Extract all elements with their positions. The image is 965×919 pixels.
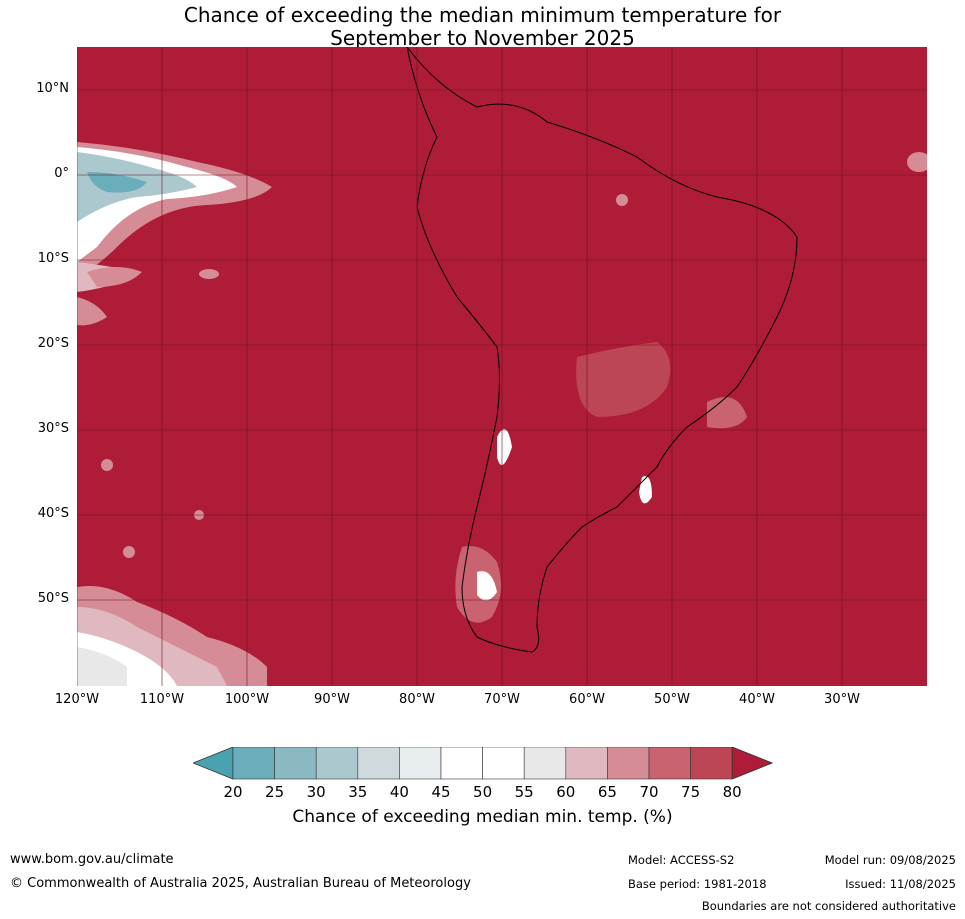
longitude-label: 100°W (224, 692, 270, 707)
footer-disclaimer: Boundaries are not considered authoritat… (701, 899, 956, 913)
south-america-outline (406, 47, 798, 653)
colorbar-segment (523, 747, 567, 780)
colorbar-tick-label: 75 (681, 783, 701, 801)
colorbar-segment (482, 747, 525, 780)
graticule (77, 47, 927, 686)
colorbar-segment (440, 747, 483, 780)
scattered-patches (101, 152, 927, 558)
latitude-label: 40°S (37, 506, 69, 521)
colorbar-segment (232, 747, 275, 780)
map-svg (77, 47, 927, 686)
colorbar-segment (399, 747, 442, 780)
colorbar-segment (315, 747, 359, 780)
map-title: Chance of exceeding the median minimum t… (0, 4, 965, 50)
colorbar-segment (274, 747, 317, 780)
colorbar-label: Chance of exceeding median min. temp. (%… (292, 807, 673, 827)
colorbar-tick-label: 80 (722, 783, 742, 801)
colorbar-tick-label: 70 (639, 783, 659, 801)
longitude-label: 110°W (139, 692, 185, 707)
colorbar-tick-label: 25 (265, 783, 285, 801)
longitude-label: 70°W (484, 692, 520, 707)
colorbar-segment (565, 747, 608, 780)
longitude-label: 80°W (399, 692, 435, 707)
latitude-label: 0° (54, 166, 69, 181)
colorbar-tick-label: 45 (431, 783, 451, 801)
footer-base-period: Base period: 1981-2018 (628, 877, 767, 891)
colorbar-tick-label: 50 (473, 783, 493, 801)
footer-url: www.bom.gov.au/climate (10, 852, 174, 867)
footer-model-run: Model run: 09/08/2025 (824, 853, 956, 867)
colorbar-over-arrow (731, 747, 773, 780)
colorbar (193, 747, 773, 780)
longitude-label: 60°W (569, 692, 605, 707)
colorbar-segment (690, 747, 733, 780)
longitude-label: 40°W (739, 692, 775, 707)
longitude-label: 30°W (824, 692, 860, 707)
longitude-label: 50°W (654, 692, 690, 707)
latitude-label: 50°S (37, 591, 69, 606)
longitude-label: 120°W (54, 692, 100, 707)
southeast-pacific-anomaly (77, 586, 267, 686)
footer-copyright: © Commonwealth of Australia 2025, Austra… (10, 876, 471, 891)
latitude-label: 10°N (36, 81, 69, 96)
latitude-label: 30°S (37, 421, 69, 436)
map-panel (77, 47, 927, 686)
colorbar-tick-label: 40 (389, 783, 409, 801)
footer-issued: Issued: 11/08/2025 (845, 877, 956, 891)
colorbar-segment (607, 747, 650, 780)
pacific-anomaly (77, 142, 272, 326)
colorbar-tick-label: 35 (348, 783, 368, 801)
colorbar-segment (357, 747, 400, 780)
colorbar-tick-label: 20 (223, 783, 243, 801)
footer-model: Model: ACCESS-S2 (628, 853, 735, 867)
colorbar-under-arrow (193, 747, 234, 780)
colorbar-tick-label: 60 (556, 783, 576, 801)
latitude-label: 20°S (37, 336, 69, 351)
latitude-label: 10°S (37, 251, 69, 266)
colorbar-tick-label: 30 (306, 783, 326, 801)
title-line-2: September to November 2025 (330, 26, 635, 50)
colorbar-segment (648, 747, 691, 780)
colorbar-tick-label: 65 (597, 783, 617, 801)
longitude-label: 90°W (314, 692, 350, 707)
title-line-1: Chance of exceeding the median minimum t… (183, 3, 782, 27)
colorbar-tick-label: 55 (514, 783, 534, 801)
